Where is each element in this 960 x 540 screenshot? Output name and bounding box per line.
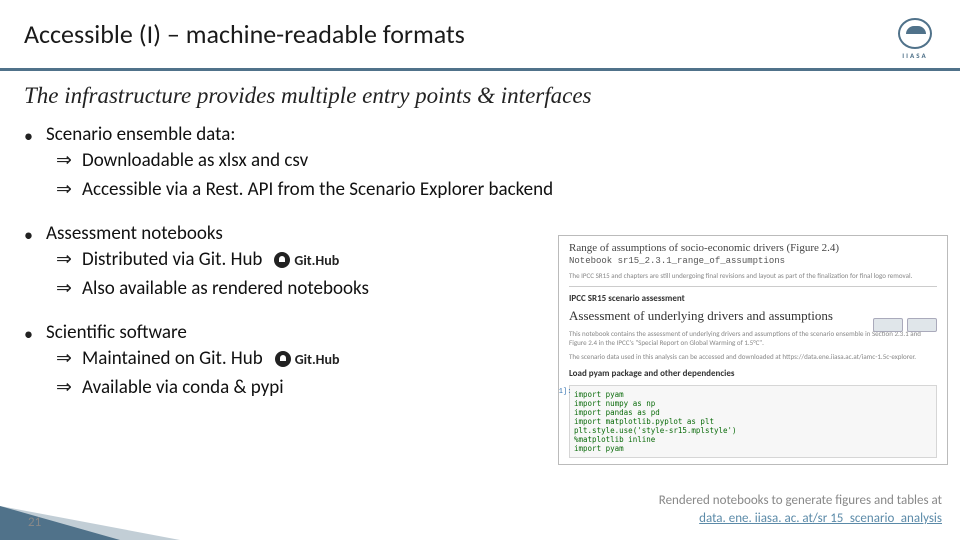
sub-text: Downloadable as xlsx and csv bbox=[82, 147, 308, 176]
nb-filename: Notebook sr15_2.3.1_range_of_assumptions bbox=[569, 256, 937, 266]
logo-globe-icon bbox=[898, 18, 932, 49]
sub-bullet: ⇒ Downloadable as xlsx and csv bbox=[56, 147, 936, 176]
nb-disclaimer: The IPCC SR15 and chapters are still und… bbox=[569, 272, 937, 280]
thumbnail-caption: Rendered notebooks to generate figures a… bbox=[659, 492, 942, 528]
github-icon bbox=[275, 351, 291, 367]
bullet-dot-icon: • bbox=[24, 222, 46, 246]
arrow-icon: ⇒ bbox=[56, 374, 74, 403]
bullet-label: Scientific software bbox=[46, 321, 187, 344]
slide-title: Accessible (I) – machine-readable format… bbox=[24, 18, 465, 50]
sub-text: Also available as rendered notebooks bbox=[82, 275, 369, 304]
arrow-icon: ⇒ bbox=[56, 275, 74, 304]
notebook-thumbnail: Range of assumptions of socio-economic d… bbox=[558, 235, 948, 465]
github-label: Git.Hub bbox=[294, 250, 339, 271]
sub-text: Accessible via a Rest. API from the Scen… bbox=[82, 176, 553, 205]
caption-text: Rendered notebooks to generate figures a… bbox=[659, 493, 942, 508]
nb-divider bbox=[569, 286, 937, 287]
bullet-dot-icon: • bbox=[24, 321, 46, 345]
sub-bullet: ⇒ Accessible via a Rest. API from the Sce… bbox=[56, 176, 936, 205]
bullet-dot-icon: • bbox=[24, 123, 46, 147]
bullet-head: •Scenario ensemble data: bbox=[24, 123, 936, 147]
nb-code-cell: In [1]: import pyam import numpy as np i… bbox=[569, 385, 937, 458]
sub-text: Maintained on Git. Hub bbox=[82, 345, 263, 374]
bullet-label: Scenario ensemble data: bbox=[46, 123, 235, 146]
nb-data-link: The scenario data used in this analysis … bbox=[569, 353, 937, 361]
nb-description: This notebook contains the assessment of… bbox=[569, 330, 937, 347]
github-badge: Git.Hub bbox=[274, 250, 339, 271]
bullet-label: Assessment notebooks bbox=[46, 222, 223, 245]
caption-link[interactable]: data. ene. iiasa. ac. at/sr 15_scenario_… bbox=[699, 511, 942, 526]
footer-triangle-dark bbox=[0, 506, 120, 540]
arrow-icon: ⇒ bbox=[56, 176, 74, 205]
nb-org-logos bbox=[873, 318, 937, 332]
arrow-icon: ⇒ bbox=[56, 345, 74, 374]
iamc-logo-icon bbox=[873, 318, 903, 332]
github-badge: Git.Hub bbox=[275, 349, 340, 370]
bullet-item: •Scenario ensemble data:⇒Downloadable as… bbox=[24, 123, 936, 204]
nb-code-text: import pyam import numpy as np import pa… bbox=[574, 390, 932, 453]
page-number: 21 bbox=[28, 515, 41, 530]
nb-range-title: Range of assumptions of socio-economic d… bbox=[569, 242, 937, 254]
logo-text: IIASA bbox=[902, 51, 927, 60]
github-label: Git.Hub bbox=[295, 349, 340, 370]
header: Accessible (I) – machine-readable format… bbox=[0, 0, 960, 71]
slide-subtitle: The infrastructure provides multiple ent… bbox=[0, 71, 960, 115]
nb-in-label: In [1]: bbox=[558, 388, 571, 396]
sub-text: Distributed via Git. Hub bbox=[82, 246, 262, 275]
github-icon bbox=[274, 252, 290, 268]
iiasa-logo: IIASA bbox=[894, 18, 936, 60]
nb-section-label: IPCC SR15 scenario assessment bbox=[569, 293, 937, 304]
arrow-icon: ⇒ bbox=[56, 246, 74, 275]
sub-text: Available via conda & pypi bbox=[82, 374, 284, 403]
nb-load-heading: Load pyam package and other dependencies bbox=[569, 368, 937, 379]
arrow-icon: ⇒ bbox=[56, 147, 74, 176]
iiasa-small-logo-icon bbox=[907, 318, 937, 332]
